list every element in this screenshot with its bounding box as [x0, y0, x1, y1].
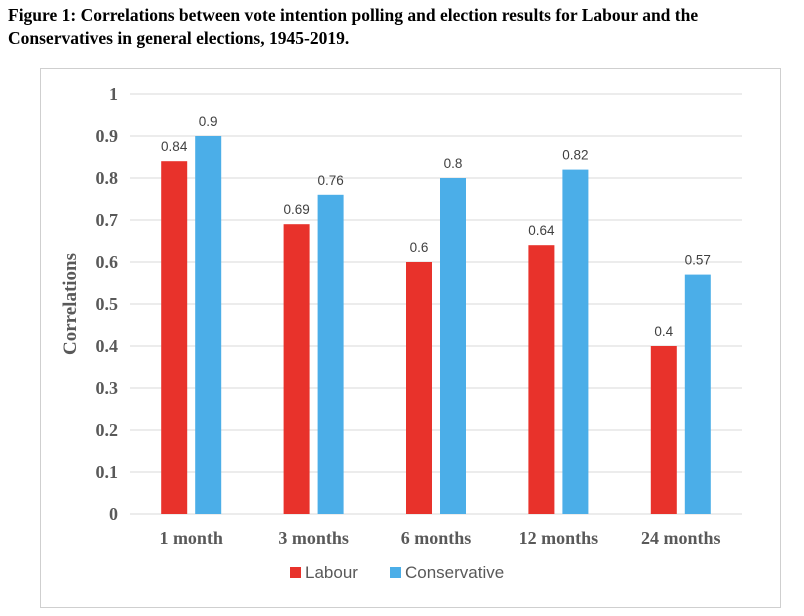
data-label: 0.69 [283, 202, 309, 217]
y-tick-label: 0.3 [96, 378, 119, 398]
y-tick-label: 0.7 [96, 210, 119, 230]
y-tick-label: 0 [109, 504, 118, 524]
x-tick-label: 12 months [519, 528, 599, 548]
x-tick-label: 3 months [278, 528, 349, 548]
y-tick-label: 1 [109, 84, 118, 104]
data-label: 0.8 [444, 156, 463, 171]
data-label: 0.9 [199, 114, 218, 129]
data-label: 0.4 [654, 324, 673, 339]
data-label: 0.76 [317, 173, 343, 188]
y-tick-label: 0.4 [96, 336, 119, 356]
bar-labour [650, 346, 677, 514]
x-tick-label: 1 month [159, 528, 223, 548]
bar-conservative [440, 178, 466, 514]
y-tick-label: 0.1 [96, 462, 119, 482]
bar-conservative [684, 274, 711, 514]
data-label: 0.84 [161, 139, 188, 154]
bar-labour [161, 161, 188, 514]
data-label: 0.57 [685, 253, 711, 268]
bar-labour [283, 224, 310, 514]
x-tick-label: 6 months [401, 528, 472, 548]
x-tick-label: 24 months [641, 528, 721, 548]
figure-caption: Figure 1: Correlations between vote inte… [8, 5, 699, 48]
data-label: 0.6 [410, 240, 429, 255]
legend-swatch-labour [290, 567, 301, 578]
legend-swatch-conservative [390, 567, 401, 578]
bar-labour [406, 262, 432, 514]
y-tick-label: 0.6 [96, 252, 119, 272]
bar-conservative [562, 169, 589, 514]
y-tick-label: 0.9 [96, 126, 119, 146]
legend-label-conservative: Conservative [405, 563, 504, 582]
y-axis-title: Correlations [60, 253, 81, 355]
data-label: 0.64 [528, 223, 555, 238]
y-tick-label: 0.2 [96, 420, 119, 440]
y-tick-label: 0.8 [96, 168, 119, 188]
data-label: 0.82 [562, 148, 588, 163]
bar-conservative [317, 194, 344, 515]
y-tick-label: 0.5 [96, 294, 119, 314]
bar-labour [528, 245, 555, 514]
bar-conservative [195, 136, 222, 514]
legend-label-labour: Labour [305, 563, 358, 582]
